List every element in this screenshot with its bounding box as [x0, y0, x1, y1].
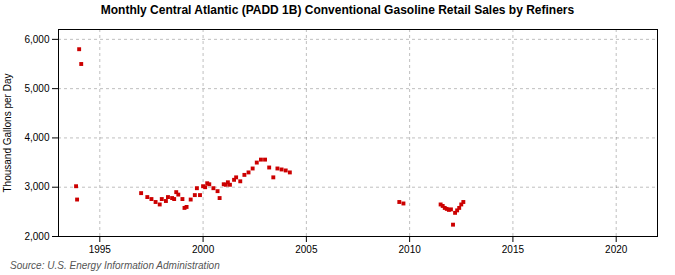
svg-text:2000: 2000: [192, 244, 215, 255]
svg-text:2010: 2010: [399, 244, 422, 255]
svg-text:2015: 2015: [502, 244, 525, 255]
svg-text:2,000: 2,000: [24, 231, 49, 242]
svg-text:Thousand Gallons per Day: Thousand Gallons per Day: [2, 74, 13, 193]
svg-text:5,000: 5,000: [24, 83, 49, 94]
svg-text:6,000: 6,000: [24, 34, 49, 45]
svg-text:2020: 2020: [605, 244, 628, 255]
svg-text:4,000: 4,000: [24, 132, 49, 143]
html-text:Monthly Central Atlantic (PADD: Monthly Central Atlantic (PADD 1B) Conve…: [100, 3, 575, 17]
svg-text:2005: 2005: [295, 244, 318, 255]
svg-text:3,000: 3,000: [24, 181, 49, 192]
html-text:Source: U.S. Energy Informatio: Source: U.S. Energy Information Administ…: [10, 260, 220, 271]
svg-text:1995: 1995: [89, 244, 112, 255]
